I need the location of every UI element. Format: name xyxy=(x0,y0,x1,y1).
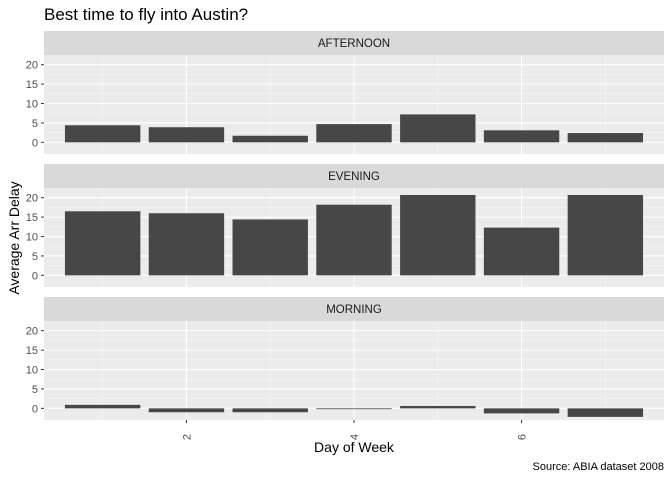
bar-day-1 xyxy=(64,125,141,143)
y-tick-label: 0 xyxy=(32,137,38,149)
bar-day-3 xyxy=(232,408,308,413)
y-axis-title: Average Arr Delay xyxy=(6,181,22,294)
bar-day-3 xyxy=(232,135,308,143)
facet-panels: AFTERNOON 0 5 10 15 20 EVENING 0 5 10 15 20 MORNING 0… xyxy=(26,31,664,420)
facet-morning: MORNING 0 5 10 15 20 xyxy=(26,297,664,420)
facet-strip xyxy=(44,297,664,321)
bar-day-6 xyxy=(483,408,560,414)
bar-day-6 xyxy=(483,130,560,143)
chart-caption: Source: ABIA dataset 2008 xyxy=(533,461,664,473)
y-tick-label: 15 xyxy=(26,79,38,91)
bar-day-7 xyxy=(567,408,644,417)
x-tick-label: 2 xyxy=(181,434,193,440)
facet-strip xyxy=(44,164,664,188)
facet-evening: EVENING 0 5 10 15 20 xyxy=(26,164,664,287)
x-tick-label: 4 xyxy=(349,434,361,440)
facet-strip-label: AFTERNOON xyxy=(318,38,390,50)
bar-day-5 xyxy=(400,194,476,276)
facet-afternoon: AFTERNOON 0 5 10 15 20 xyxy=(26,31,664,154)
y-tick-label: 10 xyxy=(26,365,38,377)
y-tick-label: 10 xyxy=(26,99,38,111)
bar-day-7 xyxy=(567,194,644,276)
bar-day-6 xyxy=(483,227,560,276)
y-tick-label: 20 xyxy=(26,326,38,338)
bar-day-2 xyxy=(148,213,225,276)
bar-day-7 xyxy=(567,133,644,143)
x-axis: 2 4 6 xyxy=(181,420,529,440)
x-axis-title: Day of Week xyxy=(314,439,395,455)
bar-day-1 xyxy=(64,404,141,409)
y-tick-label: 20 xyxy=(26,60,38,72)
y-tick-label: 0 xyxy=(32,403,38,415)
y-tick-label: 20 xyxy=(26,193,38,205)
bar-day-5 xyxy=(400,406,476,409)
bar-day-2 xyxy=(148,408,225,413)
y-tick-label: 15 xyxy=(26,212,38,224)
bar-day-4 xyxy=(316,408,392,410)
bar-day-5 xyxy=(400,114,476,143)
y-tick-label: 5 xyxy=(32,384,38,396)
y-tick-label: 10 xyxy=(26,232,38,244)
bar-day-4 xyxy=(316,204,392,276)
chart-title: Best time to fly into Austin? xyxy=(44,5,248,24)
y-tick-label: 5 xyxy=(32,118,38,130)
bar-day-3 xyxy=(232,219,308,276)
facet-strip xyxy=(44,31,664,55)
facet-strip-label: EVENING xyxy=(328,171,380,183)
bar-day-4 xyxy=(316,124,392,143)
bar-day-1 xyxy=(64,211,141,276)
x-tick-label: 6 xyxy=(517,434,529,440)
y-tick-label: 15 xyxy=(26,345,38,357)
bar-day-2 xyxy=(148,127,225,143)
y-tick-label: 5 xyxy=(32,251,38,263)
y-tick-label: 0 xyxy=(32,270,38,282)
facet-strip-label: MORNING xyxy=(326,304,382,316)
